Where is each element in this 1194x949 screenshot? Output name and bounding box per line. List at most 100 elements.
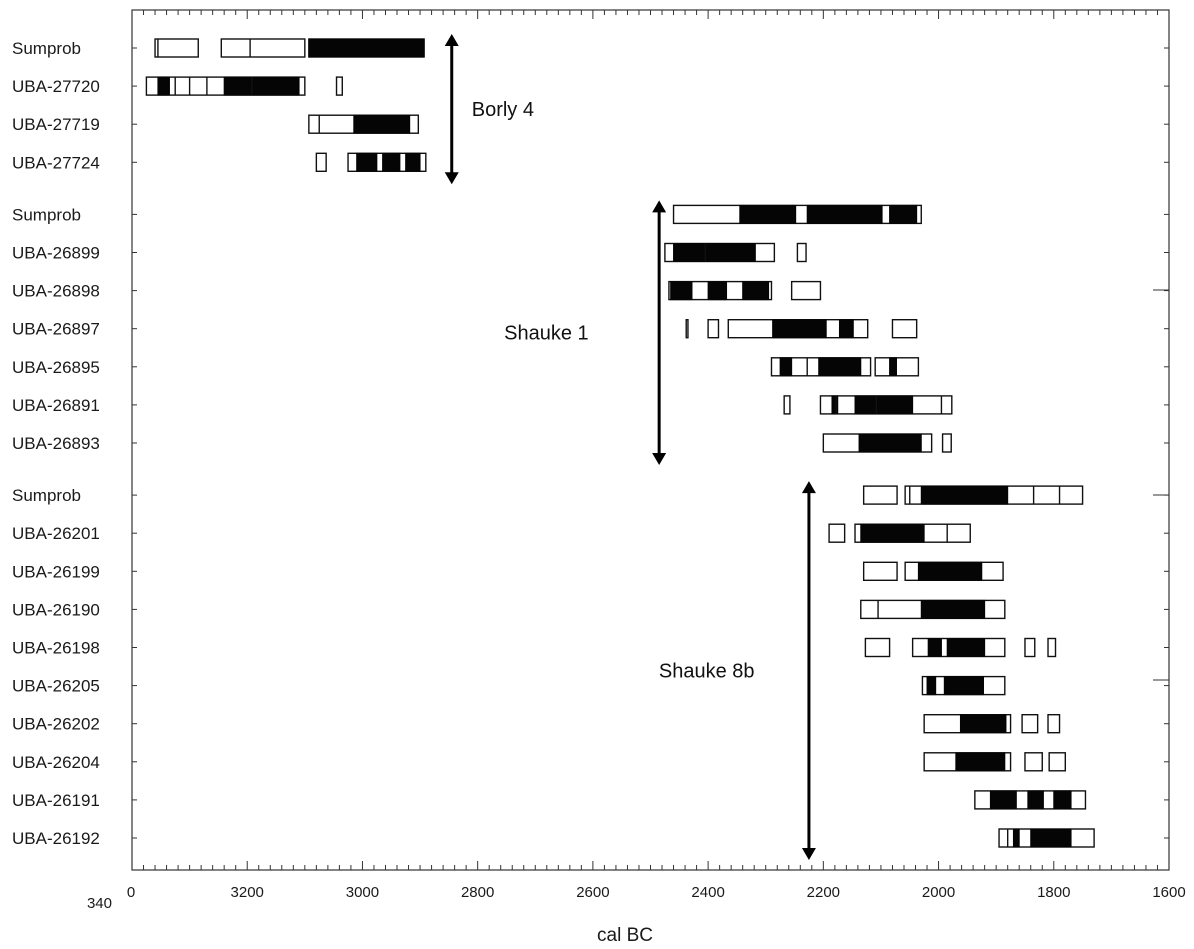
timeline-row: UBA-26190 bbox=[12, 599, 1006, 619]
x-tick-label: 3200 bbox=[231, 884, 264, 901]
range-filled bbox=[382, 152, 401, 172]
timeline-row: UBA-26891 bbox=[12, 395, 953, 415]
range-filled bbox=[670, 281, 693, 301]
timeline-row: UBA-26893 bbox=[12, 433, 952, 453]
row-label: UBA-27719 bbox=[12, 115, 100, 134]
arrow-head-up bbox=[444, 34, 459, 46]
range-filled bbox=[989, 790, 1017, 810]
arrow-head-down bbox=[444, 172, 459, 185]
group-label: Shauke 8b bbox=[659, 661, 755, 683]
range-outline bbox=[220, 38, 306, 58]
group-label: Shauke 1 bbox=[504, 323, 589, 345]
range-filled bbox=[889, 357, 897, 377]
axis-ticks bbox=[131, 10, 1170, 870]
range-outline bbox=[1047, 637, 1057, 658]
range-filled bbox=[943, 676, 984, 696]
range-filled bbox=[739, 204, 797, 224]
x-tick-label: 1800 bbox=[1037, 884, 1070, 901]
timeline-row: UBA-26899 bbox=[12, 242, 807, 263]
x-tick-label: 2400 bbox=[691, 884, 724, 901]
timeline-row: UBA-26205 bbox=[12, 675, 1006, 696]
range-filled bbox=[917, 561, 983, 581]
range-filled bbox=[959, 714, 1007, 734]
timeline-row: Sumprob bbox=[12, 38, 425, 58]
timeline-row: UBA-26201 bbox=[12, 523, 971, 543]
x-tick-label: 2200 bbox=[807, 884, 840, 901]
row-label: UBA-26199 bbox=[12, 562, 100, 581]
range-filled bbox=[1053, 790, 1072, 810]
range-outline bbox=[796, 242, 807, 263]
range-filled bbox=[854, 395, 914, 415]
timeline-row: UBA-26198 bbox=[12, 637, 1057, 658]
range-outline bbox=[1024, 752, 1043, 772]
timeline-row: UBA-26202 bbox=[12, 714, 1061, 734]
range-filled bbox=[955, 752, 1006, 772]
row-label: UBA-26891 bbox=[12, 396, 100, 415]
range-filled bbox=[742, 281, 770, 301]
range-filled bbox=[920, 485, 1009, 505]
arrow-head-down bbox=[652, 453, 667, 465]
range-filled bbox=[1030, 828, 1072, 848]
range-outline bbox=[891, 319, 918, 339]
range-outline bbox=[864, 637, 891, 658]
group-label: Borly 4 bbox=[472, 99, 534, 121]
range-outline bbox=[707, 319, 720, 339]
range-filled bbox=[779, 357, 793, 377]
range-filled bbox=[889, 204, 918, 224]
rows: Sumprob UBA-27720 UBA-27719 UBA-27724 Sumpro… bbox=[12, 38, 1095, 848]
row-label: UBA-26192 bbox=[12, 829, 100, 848]
range-filled bbox=[707, 281, 728, 301]
row-label: Sumprob bbox=[12, 39, 81, 58]
group-arrow: Shauke 1 bbox=[504, 200, 667, 465]
range-outline bbox=[315, 152, 327, 173]
range-outline bbox=[685, 319, 689, 339]
timeline-row: Sumprob bbox=[12, 204, 922, 225]
x-tick-label: 2000 bbox=[922, 884, 955, 901]
range-outline bbox=[335, 76, 343, 96]
range-outline bbox=[1021, 714, 1039, 734]
group-arrow: Shauke 8b bbox=[659, 481, 816, 860]
x-tick-label: 2600 bbox=[576, 884, 609, 901]
timeline-row: UBA-26204 bbox=[12, 752, 1067, 772]
range-filled bbox=[405, 152, 421, 172]
row-label: UBA-26191 bbox=[12, 791, 100, 810]
row-label: UBA-26897 bbox=[12, 320, 100, 339]
timeline-row: UBA-26898 bbox=[12, 280, 822, 301]
timeline-row: UBA-27719 bbox=[12, 114, 420, 134]
range-filled bbox=[772, 319, 827, 339]
range-outline bbox=[1047, 714, 1061, 734]
row-label: UBA-27720 bbox=[12, 77, 100, 96]
row-label: UBA-26202 bbox=[12, 715, 100, 734]
group-arrows: Borly 4 Shauke 1 Shauke 8b bbox=[444, 34, 816, 860]
row-label: Sumprob bbox=[12, 205, 81, 224]
x-tick-label: 1600 bbox=[1152, 884, 1185, 901]
corner-label-b: 0 bbox=[127, 884, 135, 901]
x-axis-title: cal BC bbox=[597, 925, 653, 946]
timeline-row: UBA-27724 bbox=[12, 152, 427, 173]
range-outline bbox=[672, 204, 922, 225]
row-label: UBA-26201 bbox=[12, 524, 100, 543]
range-outline bbox=[783, 395, 791, 415]
range-filled bbox=[1027, 790, 1044, 810]
timeline-row: Sumprob bbox=[12, 485, 1084, 505]
row-label: UBA-26893 bbox=[12, 434, 100, 453]
row-label: UBA-26204 bbox=[12, 753, 100, 772]
range-filled bbox=[860, 523, 925, 543]
range-outline bbox=[862, 485, 898, 505]
range-outline bbox=[862, 561, 898, 581]
range-filled bbox=[838, 319, 854, 339]
range-filled bbox=[806, 204, 883, 224]
x-tick-label: 3000 bbox=[346, 884, 379, 901]
timeline-row: UBA-26897 bbox=[12, 319, 918, 339]
arrow-head-up bbox=[801, 481, 816, 494]
row-label: UBA-26198 bbox=[12, 639, 100, 658]
range-filled bbox=[308, 38, 425, 58]
range-filled bbox=[353, 114, 411, 134]
plot-frame bbox=[131, 9, 1170, 871]
range-outline bbox=[154, 38, 199, 58]
row-label: UBA-26898 bbox=[12, 282, 100, 301]
timeline-row: UBA-26895 bbox=[12, 357, 920, 377]
range-filled bbox=[223, 76, 300, 96]
range-filled bbox=[1012, 828, 1020, 848]
range-filled bbox=[927, 638, 942, 657]
